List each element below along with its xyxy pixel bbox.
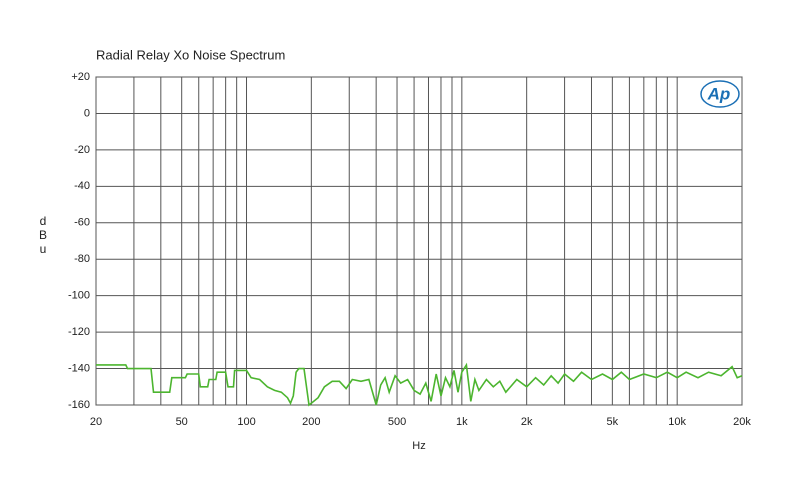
y-tick-label: -20 (74, 144, 90, 156)
x-axis-label: Hz (412, 440, 425, 452)
chart-title: Radial Relay Xo Noise Spectrum (96, 47, 285, 62)
logo-ring (700, 80, 740, 108)
x-tick-label: 500 (388, 416, 406, 428)
x-tick-label: 20 (90, 416, 102, 428)
x-tick-label: 20k (733, 416, 751, 428)
logo: Ap (700, 80, 740, 108)
data-line (96, 362, 743, 407)
y-tick-label: -80 (74, 253, 90, 265)
y-axis-label: dBu (38, 214, 47, 256)
x-tick-label: 2k (521, 416, 533, 428)
x-tick-label: 200 (302, 416, 320, 428)
logo-text: Ap (707, 84, 731, 103)
y-tick-label: 0 (84, 107, 90, 119)
x-tick-label: 1k (456, 416, 468, 428)
y-tick-label: -100 (68, 290, 90, 302)
y-tick-label: -120 (68, 326, 90, 338)
x-tick-label: 10k (668, 416, 686, 428)
plot-frame (95, 76, 743, 406)
y-tick-label: -40 (74, 180, 90, 192)
y-tick-label: -140 (68, 362, 90, 374)
y-tick-label: +20 (71, 71, 90, 83)
x-tick-label: 50 (176, 416, 188, 428)
y-tick-label: -60 (74, 217, 90, 229)
x-tick-label: 100 (237, 416, 255, 428)
y-tick-label: -160 (68, 399, 90, 411)
x-tick-label: 5k (607, 416, 619, 428)
